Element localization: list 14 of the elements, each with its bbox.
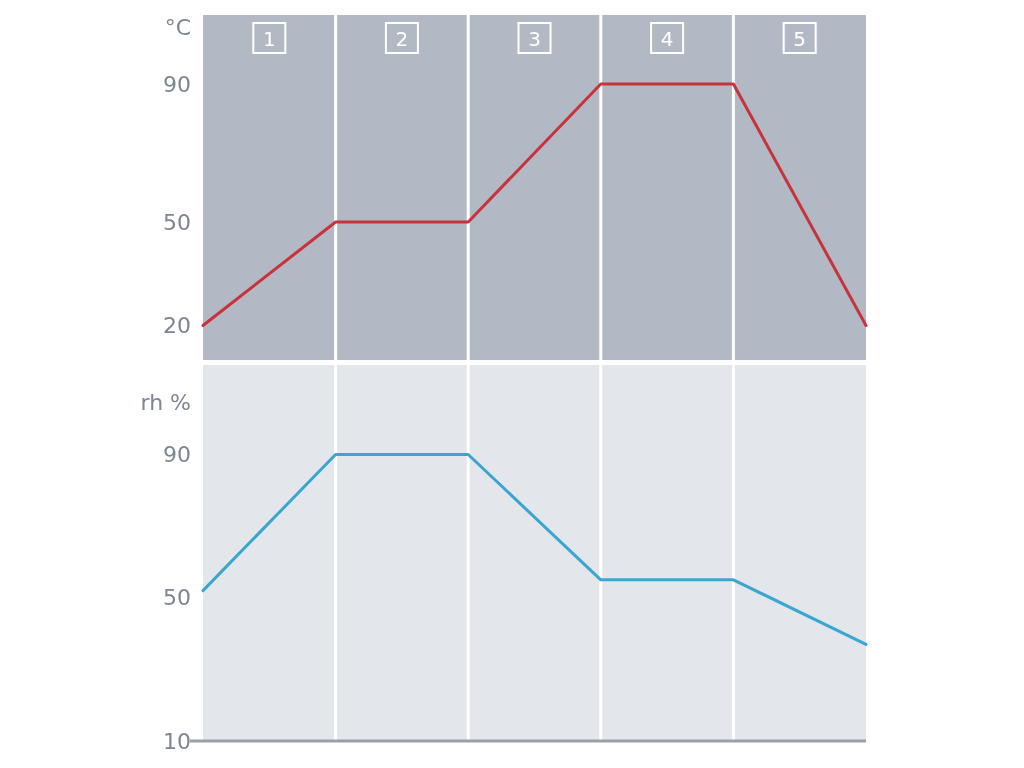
y-tick-label: 10 (163, 728, 191, 754)
y-axis-title: °C (164, 15, 191, 40)
annotation: 2 (395, 27, 409, 51)
y-tick-label: 50 (163, 209, 191, 235)
annotation: 3 (528, 27, 541, 51)
annotation: 5 (793, 27, 807, 51)
annotation: 1 (262, 27, 276, 51)
line-series (201, 453, 868, 646)
y-tick-label: 20 (163, 313, 191, 339)
annotation: 4 (660, 27, 674, 51)
y-tick-label: 90 (163, 442, 191, 468)
y-tick-label: 50 (163, 585, 191, 611)
y-axis-title: rh % (140, 390, 191, 415)
y-tick-label: 90 (163, 71, 191, 97)
